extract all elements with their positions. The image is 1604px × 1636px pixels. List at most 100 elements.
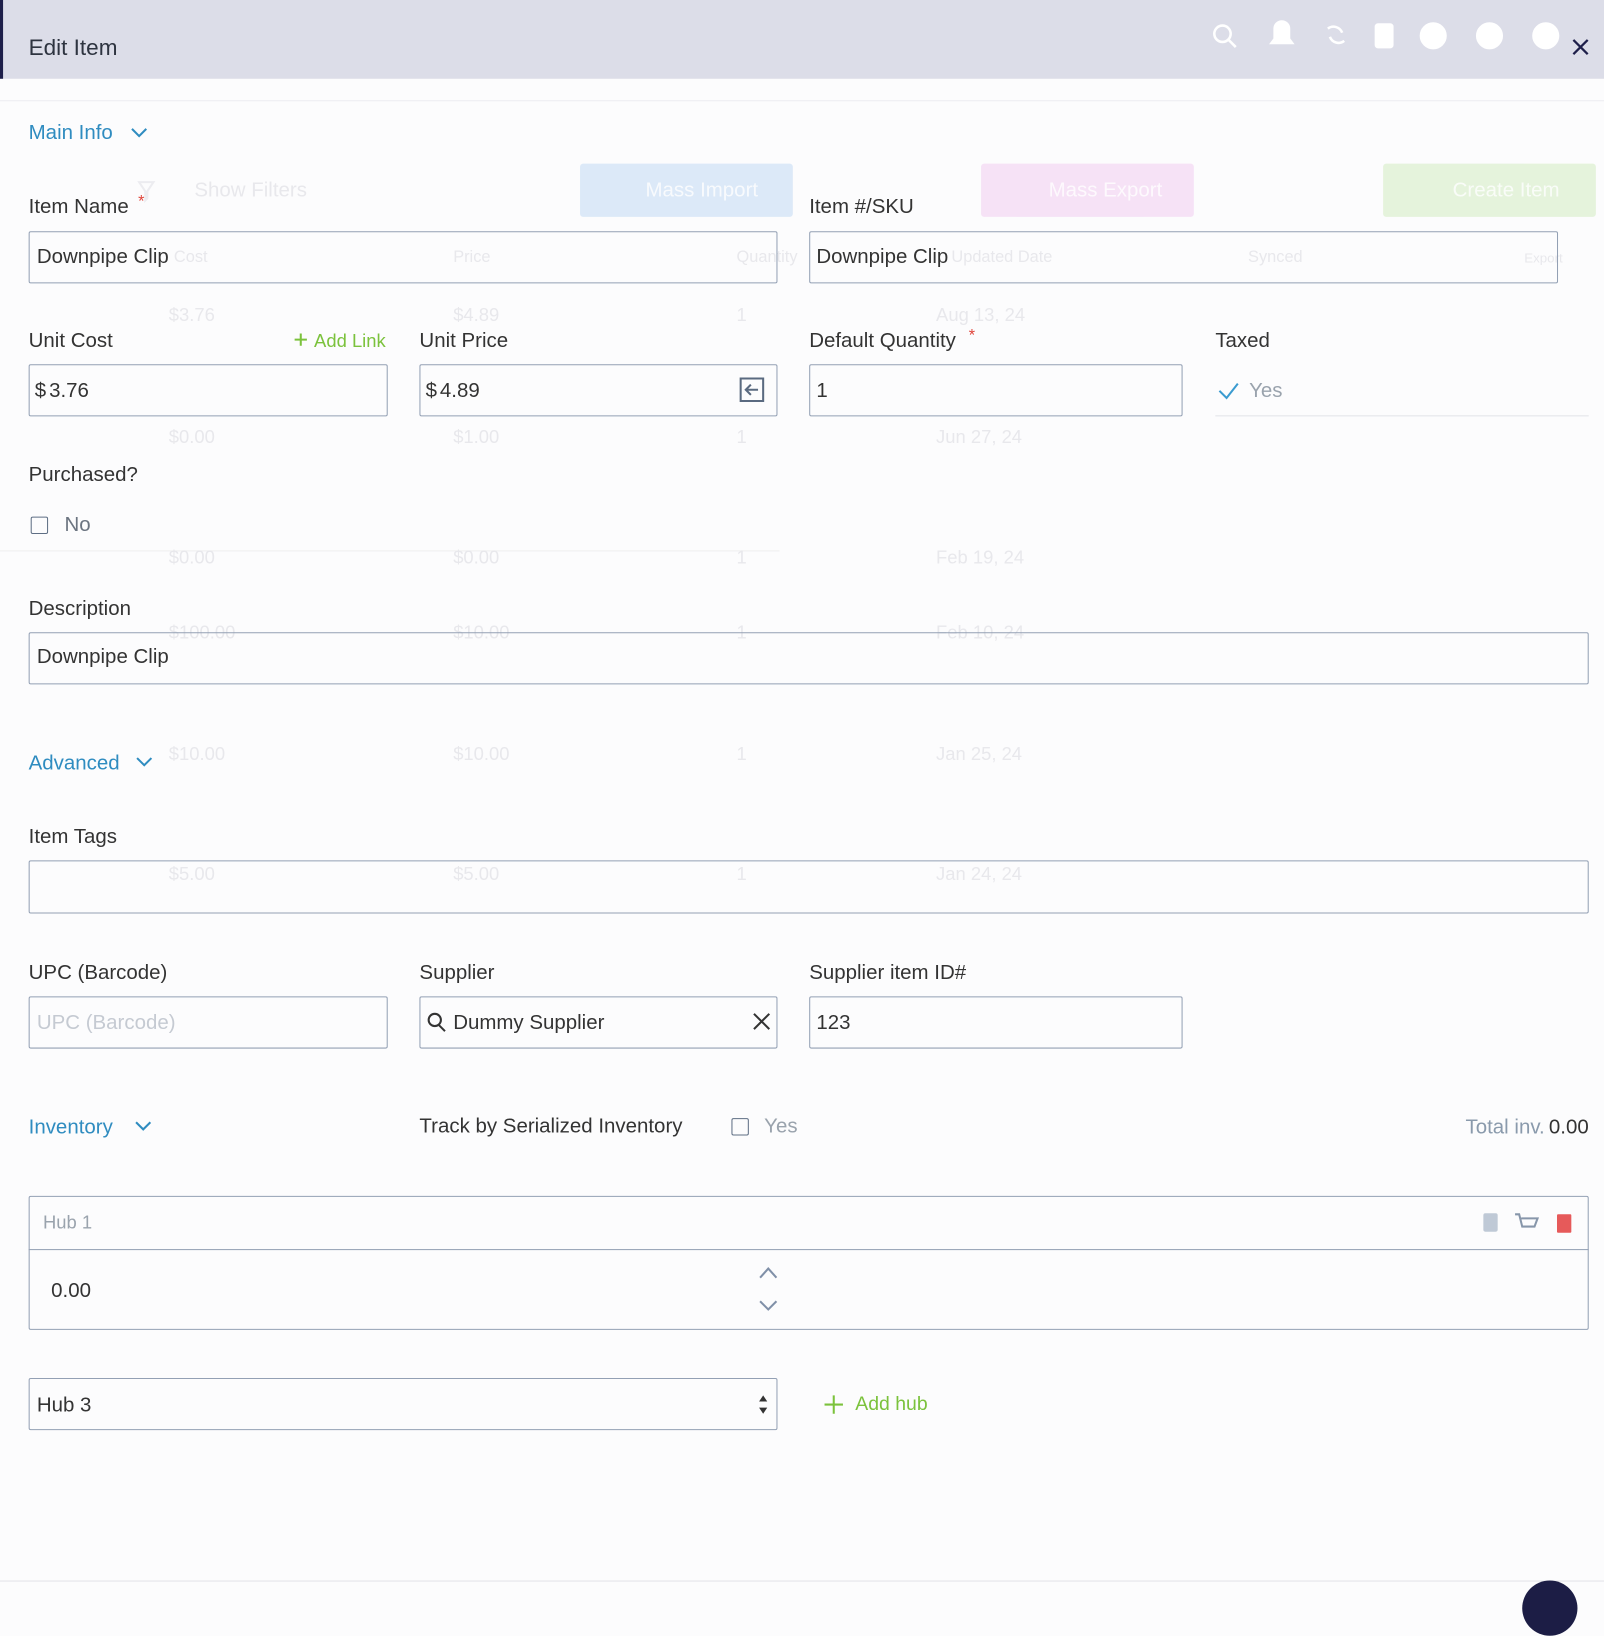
field-label: Unit Price (419, 329, 509, 352)
ghost-text: Jun 27, 24 (936, 426, 1023, 448)
currency: $ (425, 379, 437, 403)
ghost-text: 1 (736, 426, 747, 448)
hub-card (28, 1195, 1589, 1330)
ghost-text: $5.00 (168, 863, 215, 884)
field-label: Item Name (28, 195, 129, 218)
ghost-text: $10.00 (453, 743, 510, 765)
input[interactable] (809, 231, 1559, 284)
checkbox-label: Yes (764, 1115, 798, 1138)
field-label: Unit Cost (28, 329, 113, 352)
checkbox-label: Yes (1249, 379, 1283, 403)
ghost-text: $5.00 (453, 863, 500, 884)
add-link[interactable]: Add Link (314, 330, 386, 351)
input[interactable] (28, 364, 388, 417)
ghost-text: Feb 19, 24 (936, 547, 1025, 568)
ghost-text: Jan 24, 24 (936, 863, 1023, 884)
ghost-text: Aug 13, 24 (936, 304, 1026, 326)
section-heading: Main Info (28, 121, 113, 145)
ghost-text: Quantity (736, 248, 798, 266)
field-label: Supplier item ID# (809, 961, 967, 985)
input[interactable] (28, 996, 388, 1049)
doc-icon[interactable] (1374, 23, 1394, 49)
ghost-button (981, 163, 1194, 217)
input[interactable] (809, 996, 1183, 1049)
total-value: 0.00 (1548, 1116, 1589, 1139)
required-mark: * (968, 327, 976, 345)
field-value: 3.76 (49, 379, 89, 403)
help-icon[interactable] (1475, 22, 1504, 50)
ghost-text: Mass Import (645, 179, 759, 202)
select[interactable] (28, 1377, 778, 1431)
field-label: Item #/SKU (809, 195, 914, 218)
field-label: UPC (Barcode) (28, 961, 168, 985)
divider (0, 100, 1604, 102)
ghost-text: 1 (736, 547, 747, 568)
ghost-text: 1 (736, 863, 747, 884)
field-value: 123 (816, 1011, 851, 1035)
hub-quantity: 0.00 (51, 1279, 91, 1303)
sync-icon[interactable] (1327, 25, 1346, 45)
field-label: Description (28, 597, 131, 620)
ghost-text: Mass Export (1048, 179, 1163, 202)
ghost-text: 1 (736, 743, 747, 765)
field-label: Track by Serialized Inventory (419, 1115, 683, 1138)
divider (0, 550, 780, 552)
field-label: Purchased? (28, 463, 138, 486)
chat-button[interactable] (1522, 1580, 1578, 1636)
field-label: Taxed (1215, 329, 1270, 352)
ghost-text: $0.00 (453, 547, 500, 568)
field-label: Default Quantity (809, 329, 956, 352)
field-value: Downpipe Clip (36, 645, 169, 669)
header-bar (0, 0, 1604, 79)
input[interactable] (419, 364, 778, 417)
currency: $ (34, 379, 47, 403)
field-value: Dummy Supplier (453, 1011, 605, 1035)
search-icon[interactable] (1213, 24, 1232, 44)
close-button[interactable] (1572, 39, 1589, 56)
ghost-text: Price (453, 248, 491, 266)
modal-title: Edit Item (28, 34, 118, 61)
input[interactable] (28, 231, 778, 284)
ghost-text: $0.00 (168, 547, 215, 568)
checkbox[interactable] (30, 516, 49, 535)
input[interactable] (28, 632, 1589, 685)
ghost-text: $3.76 (168, 304, 215, 326)
hub-name: Hub 1 (42, 1212, 93, 1233)
header-icons (1213, 20, 1560, 50)
ghost-text: Synced (1248, 248, 1303, 266)
field-value: 1 (816, 379, 828, 403)
ghost-text: 1 (736, 304, 747, 326)
ghost-text: Jan 25, 24 (936, 743, 1023, 765)
ghost-text: Cost (173, 248, 208, 266)
placeholder: UPC (Barcode) (36, 1011, 176, 1035)
ghost-text: Create Item (1452, 179, 1560, 202)
input[interactable] (809, 364, 1183, 417)
ghost-text: $4.89 (453, 304, 500, 326)
checkbox-label: No (64, 513, 91, 537)
section-heading: Inventory (28, 1116, 113, 1139)
ghost-text: $0.00 (168, 426, 215, 448)
input[interactable] (28, 860, 1589, 914)
section-heading: Advanced (28, 751, 120, 775)
add-hub[interactable]: Add hub (855, 1393, 928, 1416)
field-value: 4.89 (439, 379, 480, 403)
checkbox[interactable] (731, 1118, 749, 1136)
ghost-button (1383, 163, 1596, 217)
ghost-text: Export (1524, 250, 1563, 266)
bell-icon[interactable] (1269, 20, 1295, 45)
ghost-text: $1.00 (453, 426, 500, 448)
add-icon[interactable] (1419, 22, 1447, 50)
user-icon[interactable] (1532, 22, 1560, 50)
input[interactable] (419, 996, 778, 1049)
ghost-text: Updated Date (951, 248, 1053, 266)
select-value: Hub 3 (36, 1394, 92, 1417)
divider (0, 1580, 1604, 1582)
ghost-text: $10.00 (168, 743, 226, 765)
underline (1215, 415, 1589, 417)
field-label: Item Tags (28, 825, 117, 849)
field-value: Downpipe Clip (36, 245, 169, 269)
field-value: Downpipe Clip (816, 245, 949, 269)
field-label: Supplier (419, 961, 495, 985)
